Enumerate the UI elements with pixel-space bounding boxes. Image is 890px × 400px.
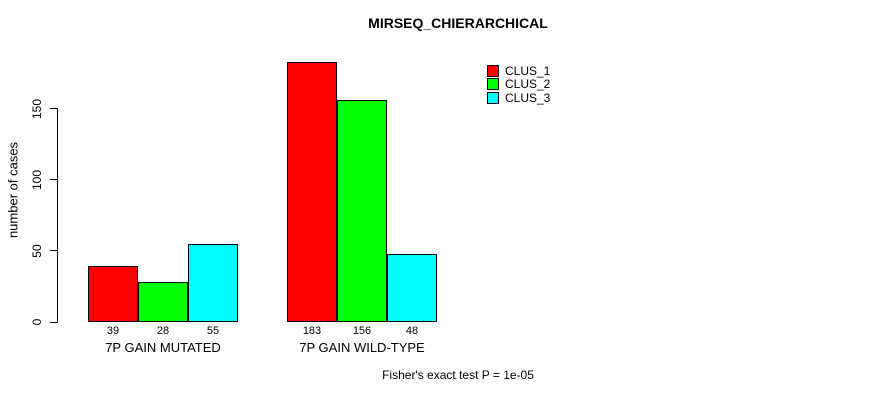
annotation-text: Fisher's exact test P = 1e-05 xyxy=(382,368,534,382)
y-tick-value: 150 xyxy=(30,98,44,119)
category-label: 7P GAIN MUTATED xyxy=(105,340,221,355)
bar xyxy=(287,62,337,322)
legend-label: CLUS_3 xyxy=(505,90,551,105)
legend-row: CLUS_1 xyxy=(487,64,550,78)
category-label: 7P GAIN WILD-TYPE xyxy=(299,340,425,355)
y-tick-mark xyxy=(50,250,58,252)
bar xyxy=(387,254,437,322)
bar-value-label: 183 xyxy=(302,325,322,337)
y-tick-value: 50 xyxy=(30,244,44,258)
legend-label: CLUS_2 xyxy=(505,77,551,92)
bar-value-label: 156 xyxy=(352,325,372,337)
legend-swatch xyxy=(487,78,499,91)
bar xyxy=(138,282,188,322)
bar-value-label: 55 xyxy=(206,325,220,337)
bar-value-label: 28 xyxy=(156,325,170,337)
legend-swatch xyxy=(487,91,499,104)
bar xyxy=(188,244,238,322)
y-tick-value: 0 xyxy=(30,318,44,326)
chart-title: MIRSEQ_CHIERARCHICAL xyxy=(368,15,548,31)
bar xyxy=(337,100,387,322)
legend-label: CLUS_1 xyxy=(505,63,551,78)
legend-row: CLUS_2 xyxy=(487,77,551,92)
y-tick-mark xyxy=(50,108,58,109)
y-axis-line xyxy=(57,108,58,322)
legend-row: CLUS_3 xyxy=(487,91,550,105)
y-tick-mark xyxy=(50,179,58,181)
legend: CLUS_1 CLUS_2 CLUS_3 xyxy=(487,64,550,105)
legend-swatch xyxy=(487,64,499,77)
bar xyxy=(88,266,138,322)
y-axis-label: number of cases xyxy=(5,141,21,239)
y-tick-value: 100 xyxy=(30,169,44,190)
bar-value-label: 48 xyxy=(405,325,419,337)
bar-value-label: 39 xyxy=(106,325,120,337)
y-tick-mark xyxy=(50,321,58,323)
